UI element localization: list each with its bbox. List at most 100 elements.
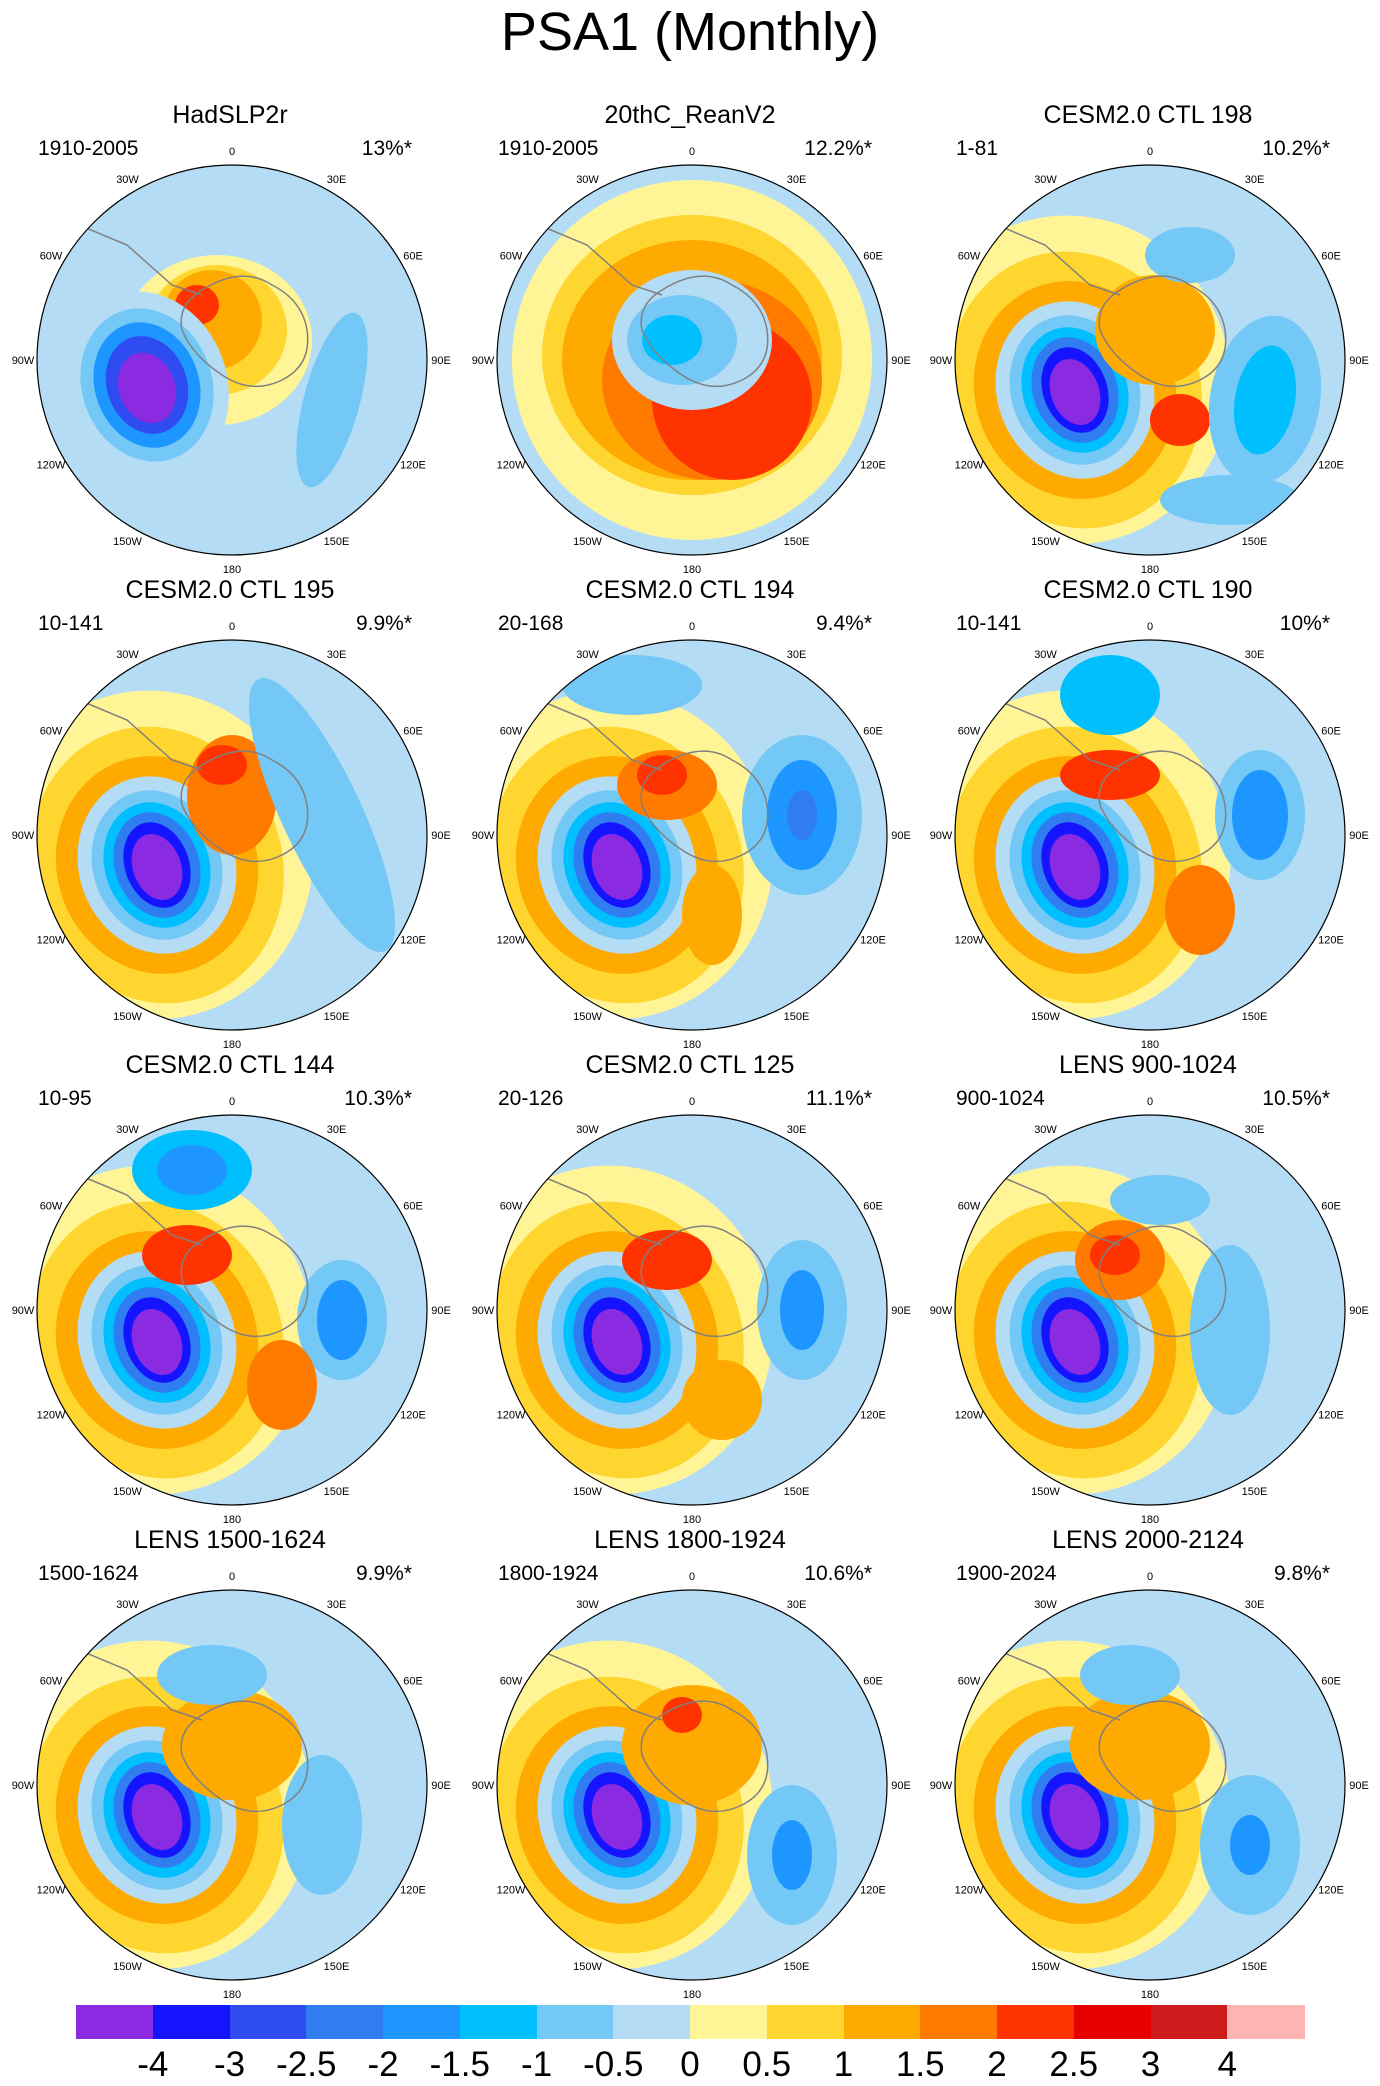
longitude-label: 90W bbox=[930, 830, 953, 842]
longitude-label: 0 bbox=[1147, 1571, 1153, 1583]
longitude-label: 60E bbox=[403, 1201, 423, 1213]
panel-variance: 10.5%* bbox=[1262, 1087, 1330, 1110]
longitude-label: 60W bbox=[500, 1676, 523, 1688]
anomaly-contour bbox=[1095, 275, 1215, 385]
longitude-label: 180 bbox=[683, 1989, 701, 2001]
colorbar-swatch bbox=[843, 2005, 921, 2039]
longitude-label: 150E bbox=[1242, 1011, 1268, 1023]
south-america-coastline bbox=[66, 694, 203, 771]
longitude-label: 180 bbox=[223, 1039, 241, 1051]
antarctica-coastline bbox=[180, 1700, 309, 1813]
map-border bbox=[954, 164, 1346, 556]
colorbar-label: -1 bbox=[520, 2045, 553, 2084]
longitude-label: 180 bbox=[1141, 1039, 1159, 1051]
panel-variance: 10.6%* bbox=[804, 1562, 872, 1585]
longitude-label: 0 bbox=[229, 621, 235, 633]
colorbar-swatch bbox=[229, 2005, 307, 2039]
anomaly-contour bbox=[131, 1309, 183, 1375]
longitude-label: 0 bbox=[689, 1571, 695, 1583]
anomaly-contour bbox=[296, 312, 368, 488]
longitude-label: 30E bbox=[787, 649, 807, 661]
longitude-label: 90E bbox=[1349, 1780, 1369, 1792]
south-america-coastline bbox=[526, 1169, 663, 1246]
longitude-label: 120E bbox=[860, 935, 886, 947]
longitude-label: 0 bbox=[1147, 146, 1153, 158]
longitude-label: 120E bbox=[1318, 1885, 1344, 1897]
longitude-label: 90W bbox=[12, 355, 35, 367]
anomaly-contour bbox=[117, 352, 177, 424]
anomaly-contour bbox=[780, 1270, 824, 1350]
longitude-label: 120W bbox=[955, 935, 984, 947]
longitude-label: 90W bbox=[930, 355, 953, 367]
colorbar-swatch bbox=[1150, 2005, 1228, 2039]
anomaly-contour bbox=[787, 790, 817, 840]
longitude-label: 60E bbox=[1321, 1676, 1341, 1688]
panel-variance: 10.2%* bbox=[1262, 137, 1330, 160]
longitude-label: 30E bbox=[327, 1124, 347, 1136]
longitude-label: 90W bbox=[930, 1305, 953, 1317]
anomaly-contour bbox=[317, 1280, 367, 1360]
longitude-label: 150E bbox=[784, 1961, 810, 1973]
anomaly-contour bbox=[1150, 394, 1210, 446]
south-america-coastline bbox=[66, 1169, 203, 1246]
polar-map: 0 30E 60E 90E 120E 150E 180 150W 120W 90W 60W 30W bbox=[472, 1096, 911, 1526]
colorbar-swatch bbox=[690, 2005, 768, 2039]
anomaly-contour bbox=[591, 1309, 643, 1375]
longitude-label: 30W bbox=[1034, 1124, 1057, 1136]
antarctica-coastline bbox=[1098, 1700, 1227, 1813]
longitude-label: 120E bbox=[400, 935, 426, 947]
longitude-label: 60W bbox=[40, 1201, 63, 1213]
longitude-label: 90E bbox=[1349, 355, 1369, 367]
longitude-label: 30W bbox=[576, 649, 599, 661]
longitude-label: 90E bbox=[431, 1780, 451, 1792]
anomaly-contour bbox=[282, 1755, 362, 1895]
colorbar-swatch bbox=[306, 2005, 384, 2039]
longitude-label: 150E bbox=[324, 1961, 350, 1973]
map-panel: LENS 1800-1924 1800-1924 10.6%* 0 30E 60E 90E 1… bbox=[460, 1525, 920, 2001]
longitude-label: 150E bbox=[324, 1486, 350, 1498]
anomaly-contour bbox=[1049, 1309, 1101, 1375]
polar-map: 0 30E 60E 90E 120E 150E 180 150W 120W 90W 60W 30W bbox=[930, 1096, 1369, 1526]
longitude-label: 150E bbox=[1242, 1486, 1268, 1498]
longitude-label: 30E bbox=[787, 1599, 807, 1611]
panel-title: 20thC_ReanV2 bbox=[604, 101, 776, 129]
longitude-label: 180 bbox=[1141, 564, 1159, 576]
map-panel: LENS 2000-2124 1900-2024 9.8%* 0 30E 60E 90E 12… bbox=[918, 1525, 1378, 2001]
longitude-label: 120E bbox=[400, 460, 426, 472]
longitude-label: 30W bbox=[576, 1599, 599, 1611]
longitude-label: 90W bbox=[472, 1780, 495, 1792]
colorbar-label: 0.5 bbox=[742, 2045, 792, 2084]
antarctica-coastline bbox=[1098, 1225, 1227, 1338]
longitude-label: 120E bbox=[1318, 1410, 1344, 1422]
map-border bbox=[954, 1114, 1346, 1506]
panel-period: 1910-2005 bbox=[498, 137, 599, 160]
longitude-label: 150W bbox=[113, 1486, 142, 1498]
colorbar-swatch bbox=[997, 2005, 1075, 2039]
longitude-label: 180 bbox=[1141, 1989, 1159, 2001]
polar-map: 0 30E 60E 90E 120E 150E 180 150W 120W 90W 60W 30W bbox=[472, 146, 911, 576]
panel-title: CESM2.0 CTL 144 bbox=[125, 1051, 335, 1079]
anomaly-contour bbox=[197, 745, 247, 785]
longitude-label: 0 bbox=[689, 1096, 695, 1108]
longitude-label: 60E bbox=[403, 251, 423, 263]
longitude-label: 30E bbox=[327, 174, 347, 186]
anomaly-contour bbox=[1190, 1245, 1270, 1415]
longitude-label: 150W bbox=[113, 1961, 142, 1973]
panel-variance: 9.9%* bbox=[355, 612, 412, 635]
longitude-label: 150W bbox=[113, 1011, 142, 1023]
longitude-label: 60E bbox=[403, 1676, 423, 1688]
polar-map: 0 30E 60E 90E 120E 150E 180 150W 120W 90W 60W 30W bbox=[930, 1571, 1369, 2001]
longitude-label: 150W bbox=[113, 536, 142, 548]
anomaly-contour bbox=[591, 834, 643, 900]
longitude-label: 150W bbox=[1031, 1011, 1060, 1023]
longitude-label: 120E bbox=[1318, 460, 1344, 472]
antarctica-coastline bbox=[180, 1225, 309, 1338]
longitude-label: 180 bbox=[683, 1514, 701, 1526]
anomaly-contour bbox=[1233, 345, 1297, 455]
panel-title: LENS 1800-1924 bbox=[594, 1526, 786, 1554]
longitude-label: 30E bbox=[327, 1599, 347, 1611]
colorbar-swatch bbox=[76, 2005, 154, 2039]
colorbar-label: 4 bbox=[1217, 2045, 1237, 2084]
longitude-label: 180 bbox=[683, 1039, 701, 1051]
map-border bbox=[954, 639, 1346, 1031]
